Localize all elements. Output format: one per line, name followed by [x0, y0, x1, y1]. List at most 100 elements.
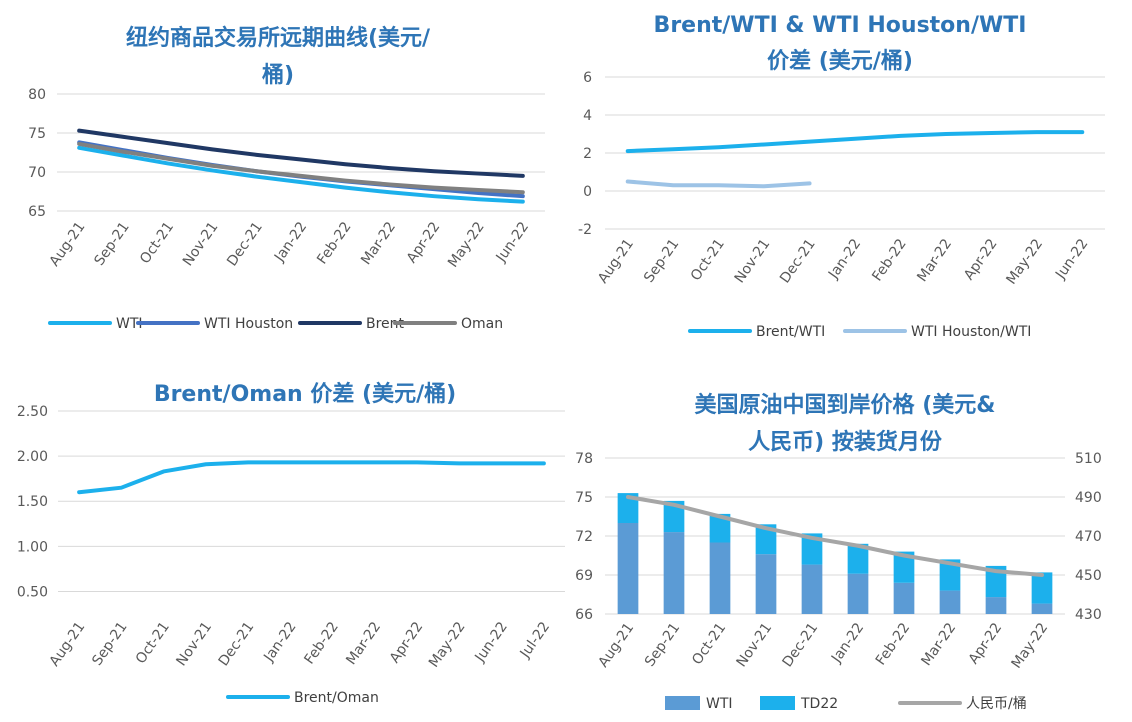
chart-title: 价差 (美元/桶) — [767, 48, 913, 74]
bar-wti — [663, 532, 685, 614]
bar-td22 — [617, 493, 639, 523]
x-tick-label: Mar-22 — [358, 219, 399, 268]
bar-wti — [985, 597, 1007, 614]
x-tick-label: Oct-21 — [137, 219, 177, 267]
legend-label: WTI — [706, 696, 733, 712]
series-line — [625, 130, 1085, 154]
x-tick-label: Feb-22 — [869, 236, 909, 284]
x-tick-label: Mar-22 — [918, 620, 959, 669]
bar-td22 — [939, 559, 961, 591]
bar-td22 — [755, 524, 777, 555]
x-tick-label: Mar-22 — [343, 619, 384, 668]
y-tick-label: 78 — [575, 451, 593, 467]
chart-title: 人民币) 按装货月份 — [748, 429, 943, 455]
x-tick-label: Aug-21 — [595, 236, 637, 286]
x-tick-label: Aug-21 — [46, 619, 88, 669]
x-tick-label: May-22 — [445, 219, 488, 270]
chart-title: 美国原油中国到岸价格 (美元& — [695, 392, 996, 418]
legend-label: WTI Houston/WTI — [911, 324, 1031, 340]
series-line-rmb — [626, 495, 1044, 577]
bar-td22 — [985, 565, 1007, 598]
y-tick-label: 2.50 — [17, 404, 48, 420]
x-tick-label: Jun-22 — [493, 219, 532, 266]
bar-td22 — [847, 543, 869, 574]
legend-label: Oman — [461, 316, 503, 332]
bar-wti — [1031, 603, 1053, 614]
x-tick-label: Nov-21 — [173, 619, 215, 669]
series-line — [77, 141, 525, 195]
y-tick-label: 0 — [583, 184, 592, 200]
x-tick-label: Aug-21 — [595, 620, 637, 670]
x-tick-label: Feb-22 — [314, 219, 354, 267]
x-tick-label: Dec-21 — [780, 620, 822, 670]
y2-tick-label: 490 — [1075, 490, 1102, 506]
y-tick-label: 80 — [28, 87, 46, 103]
y2-tick-label: 430 — [1075, 607, 1102, 623]
bar-wti — [801, 564, 823, 614]
y-tick-label: 0.50 — [17, 584, 48, 600]
y-tick-label: 75 — [28, 126, 46, 142]
y-tick-label: 2 — [583, 146, 592, 162]
x-tick-label: Nov-21 — [732, 236, 774, 286]
x-tick-label: Jan-22 — [271, 219, 310, 265]
legend-swatch — [665, 696, 700, 710]
y-tick-label: 75 — [575, 490, 593, 506]
bar-wti — [847, 573, 869, 614]
y-tick-label: 69 — [575, 568, 593, 584]
x-tick-label: Oct-21 — [133, 619, 173, 667]
series-line — [77, 128, 525, 178]
y-tick-label: 4 — [583, 108, 592, 124]
legend-label: TD22 — [800, 696, 838, 712]
x-tick-label: May-22 — [1009, 620, 1052, 671]
x-tick-label: Jan-22 — [825, 236, 864, 282]
bar-td22 — [663, 500, 685, 533]
y2-tick-label: 470 — [1075, 529, 1102, 545]
x-tick-label: Dec-21 — [224, 219, 266, 269]
x-tick-label: Sep-21 — [91, 219, 132, 269]
legend-label: 人民币/桶 — [966, 696, 1027, 712]
y-tick-label: 70 — [28, 165, 46, 181]
y-tick-label: 1.00 — [17, 539, 48, 555]
x-tick-label: Oct-21 — [688, 236, 728, 284]
y2-tick-label: 450 — [1075, 568, 1102, 584]
chart-title: Brent/WTI & WTI Houston/WTI — [654, 13, 1027, 38]
x-tick-label: Jul-22 — [517, 619, 553, 662]
x-tick-label: Feb-22 — [301, 619, 341, 667]
legend-swatch — [760, 696, 795, 710]
y-tick-label: -2 — [578, 222, 592, 238]
bar-td22 — [1031, 572, 1053, 604]
x-tick-label: Nov-21 — [734, 620, 776, 670]
y-tick-label: 66 — [575, 607, 593, 623]
y2-tick-label: 510 — [1075, 451, 1102, 467]
bar-td22 — [709, 513, 731, 543]
x-tick-label: Apr-22 — [961, 236, 1001, 283]
chart-title: 桶) — [262, 63, 294, 88]
x-tick-label: Dec-21 — [216, 619, 258, 669]
x-tick-label: Aug-21 — [47, 219, 89, 269]
x-tick-label: Oct-21 — [689, 620, 729, 668]
x-tick-label: Nov-21 — [180, 219, 222, 269]
chart-title: Brent/Oman 价差 (美元/桶) — [154, 381, 456, 407]
y-tick-label: 6 — [583, 70, 592, 86]
series-line — [77, 460, 546, 495]
bar-td22 — [801, 533, 823, 565]
x-tick-label: Sep-21 — [642, 620, 683, 670]
x-tick-label: Sep-21 — [641, 236, 682, 286]
x-tick-label: Apr-22 — [387, 619, 427, 666]
y-tick-label: 72 — [575, 529, 593, 545]
bar-wti — [939, 590, 961, 614]
legend-label: WTI — [116, 316, 143, 332]
bar-wti — [709, 542, 731, 614]
y-tick-label: 65 — [28, 204, 46, 220]
series-line — [625, 179, 812, 189]
x-tick-label: Mar-22 — [914, 236, 955, 285]
x-tick-label: May-22 — [1003, 236, 1046, 287]
bar-wti — [893, 582, 915, 614]
x-tick-label: Sep-21 — [89, 619, 130, 669]
series-line — [77, 145, 525, 204]
bar-td22 — [893, 551, 915, 583]
y-tick-label: 1.50 — [17, 494, 48, 510]
bar-wti — [755, 554, 777, 614]
y-tick-label: 2.00 — [17, 449, 48, 465]
